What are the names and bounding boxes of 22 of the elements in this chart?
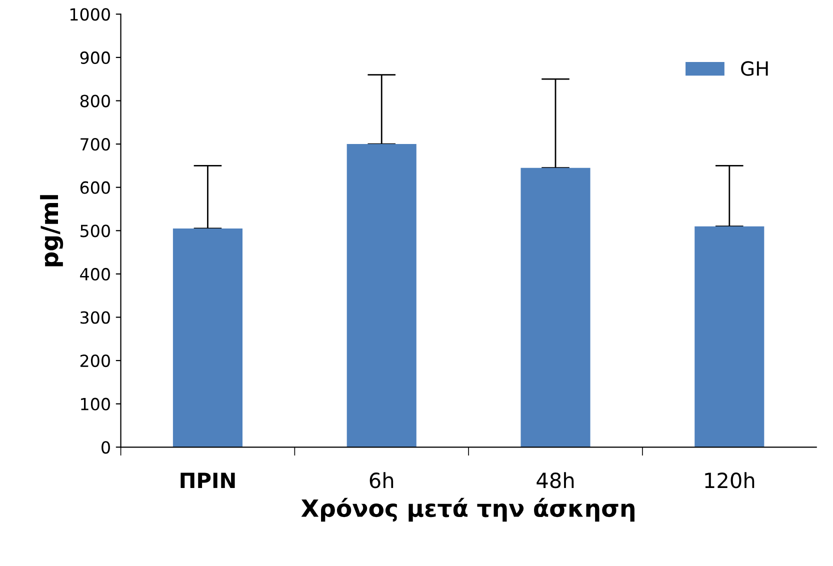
x-axis-title: Χρόνος μετά την άσκηση (301, 498, 634, 522)
x-tick-label: ΠΡΙΝ (180, 472, 235, 488)
y-tick-label: 100 (81, 398, 110, 410)
y-tick-label: 1000 (70, 8, 110, 21)
y-tick-label: 200 (80, 354, 110, 368)
y-tick-label: 400 (80, 268, 110, 281)
y-tick-label: 700 (80, 138, 110, 151)
bar (346, 144, 416, 448)
x-tick-label: 48h (536, 472, 574, 488)
y-tick-label: 600 (80, 181, 110, 194)
y-tick-label: 900 (80, 51, 110, 64)
bar (694, 226, 764, 448)
bar (520, 168, 590, 448)
y-axis-title: pg/ml (40, 195, 64, 266)
y-tick-label: 500 (80, 224, 110, 238)
legend-label: GH (741, 61, 768, 76)
bar (172, 228, 243, 448)
x-tick-label: 120h (705, 472, 754, 488)
y-tick-label: 0 (102, 441, 110, 454)
y-tick-label: 800 (80, 94, 110, 108)
y-tick-label: 300 (80, 311, 110, 324)
x-tick-label: 6h (370, 472, 394, 488)
